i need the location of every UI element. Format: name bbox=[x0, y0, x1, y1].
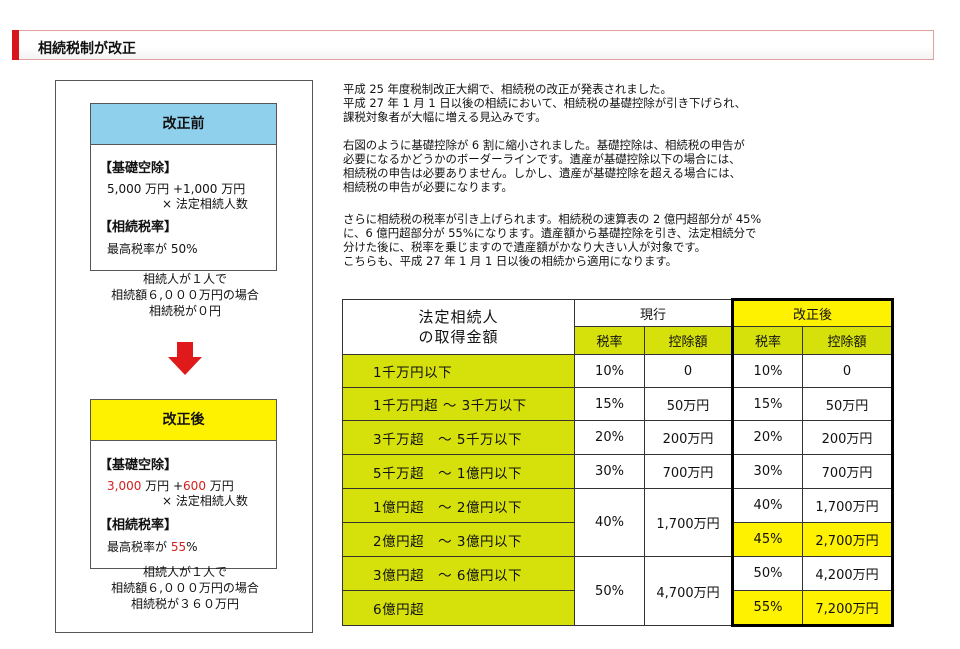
section-header: 相続税制が改正 bbox=[12, 30, 934, 60]
table-row: 6億円超 55% 7,200万円 bbox=[342, 590, 894, 627]
table-header-current-rate: 税率 bbox=[574, 326, 645, 355]
after-deduction-title: 【基礎空除】 bbox=[99, 458, 178, 473]
before-box: 改正前 【基礎空除】 5,000 万円 +1,000 万円 × 法定相続人数 【… bbox=[90, 103, 277, 271]
table-header-current-deduction: 控除額 bbox=[644, 326, 733, 355]
table-row: 1千万円超 〜 3千万以下 15% 50万円 15% 50万円 bbox=[342, 387, 894, 421]
down-arrow-head bbox=[168, 357, 202, 375]
before-heading: 改正前 bbox=[91, 104, 276, 145]
after-rate-title: 【相続税率】 bbox=[99, 518, 178, 533]
after-deduction-multiplier: × 法定相続人数 bbox=[162, 494, 248, 508]
before-deduction-title: 【基礎空除】 bbox=[99, 161, 178, 176]
after-deduction-formula: 3,000 万円 +600 万円 bbox=[107, 479, 234, 493]
after-top-rate: 最高税率が 55% bbox=[107, 540, 198, 554]
table-header-revised: 改正後 bbox=[731, 298, 894, 327]
header-accent-bar bbox=[12, 30, 19, 60]
tax-rate-table: 法定相続人 の取得金額 現行 改正後 税率 控除額 税率 控除額 1千万円以下 … bbox=[342, 298, 894, 627]
table-header-current: 現行 bbox=[574, 299, 733, 327]
after-caption: 相続人が１人で 相続額６,０００万円の場合 相続税が３６０万円 bbox=[111, 565, 259, 611]
comparison-panel: 改正前 【基礎空除】 5,000 万円 +1,000 万円 × 法定相続人数 【… bbox=[55, 80, 313, 633]
table-header-revised-deduction: 控除額 bbox=[802, 326, 894, 355]
before-rate-title: 【相続税率】 bbox=[99, 220, 178, 235]
section-title: 相続税制が改正 bbox=[38, 41, 136, 57]
paragraph-rates: さらに相続税の税率が引き上げられます。相続税の速算表の 2 億円超部分が 45%… bbox=[343, 212, 762, 268]
after-box: 改正後 【基礎空除】 3,000 万円 +600 万円 × 法定相続人数 【相続… bbox=[90, 399, 277, 569]
table-row: 2億円超 〜 3億円以下 45% 2,700万円 bbox=[342, 522, 894, 557]
down-arrow-icon bbox=[177, 342, 193, 358]
before-deduction-multiplier: × 法定相続人数 bbox=[162, 197, 248, 211]
after-heading: 改正後 bbox=[91, 400, 276, 441]
table-header-amount: 法定相続人 の取得金額 bbox=[342, 299, 575, 355]
table-header-revised-rate: 税率 bbox=[731, 326, 803, 355]
table-row: 1億円超 〜 2億円以下 40% 1,700万円 40% 1,700万円 bbox=[342, 488, 894, 557]
table-row: 3千万超 〜 5千万以下 20% 200万円 20% 200万円 bbox=[342, 420, 894, 455]
table-row: 1千万円以下 10% 0 10% 0 bbox=[342, 354, 894, 388]
paragraph-intro: 平成 25 年度税制改正大綱で、相続税の改正が発表されました。 平成 27 年 … bbox=[343, 82, 747, 124]
paragraph-deduction: 右図のように基礎控除が 6 割に縮小されました。基礎控除は、相続税の申告が 必要… bbox=[343, 138, 745, 194]
table-row: 3億円超 〜 6億円以下 50% 4,700万円 50% 4,200万円 bbox=[342, 556, 894, 626]
before-deduction-formula: 5,000 万円 +1,000 万円 bbox=[107, 182, 246, 196]
before-caption: 相続人が１人で 相続額６,０００万円の場合 相続税が０円 bbox=[111, 272, 259, 318]
before-top-rate: 最高税率が 50% bbox=[107, 242, 198, 256]
table-row: 5千万超 〜 1億円以下 30% 700万円 30% 700万円 bbox=[342, 454, 894, 489]
